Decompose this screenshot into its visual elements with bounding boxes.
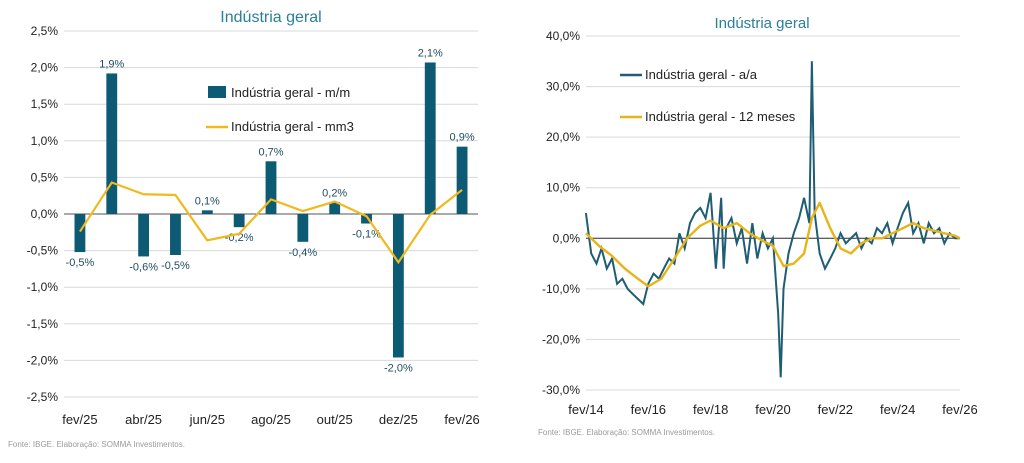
x-tick-label: fev/18 <box>693 402 728 417</box>
bar-data-label: 0,9% <box>450 132 475 144</box>
bar-mm <box>138 214 150 257</box>
bar-mm <box>392 214 404 358</box>
y-tick-label: -1,5% <box>27 317 59 331</box>
x-tick-label: jun/25 <box>189 412 225 427</box>
bar-mm <box>456 146 468 214</box>
bar-data-label: 2,1% <box>418 47 443 59</box>
x-tick-label: fev/24 <box>880 402 915 417</box>
y-tick-label: -30,0% <box>542 383 580 397</box>
bar-data-label: -2,0% <box>384 362 413 374</box>
y-tick-label: -1,0% <box>27 280 59 294</box>
bar-mm <box>329 202 341 214</box>
bar-mm <box>106 73 118 215</box>
x-tick-label: dez/25 <box>379 412 418 427</box>
y-tick-label: -20,0% <box>542 332 580 346</box>
y-tick-label: 1,0% <box>31 134 59 148</box>
legend-label-mm3: Indústria geral - mm3 <box>231 119 354 134</box>
x-tick-label: abr/25 <box>125 412 162 427</box>
y-tick-label: 40,0% <box>546 29 580 43</box>
bar-data-label: -0,4% <box>288 247 317 259</box>
y-tick-label: 30,0% <box>546 80 580 94</box>
bar-data-label: -0,1% <box>352 229 381 241</box>
y-tick-label: 0,0% <box>31 207 59 221</box>
y-tick-label: 20,0% <box>546 130 580 144</box>
legend-label-12-months: Indústria geral - 12 meses <box>645 109 796 124</box>
y-tick-label: 10,0% <box>546 181 580 195</box>
y-tick-label: 0,0% <box>553 231 581 245</box>
chart-title: Indústria geral <box>220 9 321 26</box>
x-tick-label: fev/20 <box>755 402 790 417</box>
bar-data-label: 1,9% <box>99 58 124 70</box>
left-source-note: Fonte: IBGE. Elaboração: SOMMA Investime… <box>8 440 185 449</box>
bar-data-label: -0,6% <box>129 261 158 273</box>
y-tick-label: -0,5% <box>27 244 59 258</box>
x-tick-label: ago/25 <box>251 412 291 427</box>
y-tick-label: 2,5% <box>31 24 59 38</box>
bar-data-label: 0,7% <box>258 146 283 158</box>
legend-label-yoy: Indústria geral - a/a <box>645 67 758 82</box>
left-chart-panel: Indústria geral -2,5% -2,0% -1,5% -1,0% -0,5%… <box>0 0 500 463</box>
y-tick-label: -10,0% <box>542 282 580 296</box>
x-tick-label: fev/22 <box>818 402 853 417</box>
y-tick-label: -2,5% <box>27 390 59 404</box>
bar-mm <box>265 161 277 214</box>
x-tick-label: fev/26 <box>444 412 479 427</box>
x-tick-label: fev/26 <box>942 402 977 417</box>
line-yoy <box>584 61 960 378</box>
bar-data-label: 0,2% <box>322 187 347 199</box>
bar-data-label: -0,5% <box>66 257 95 269</box>
right-chart: Indústria geral -30,0% -20,0% -10,0% 0,0% 10,… <box>542 15 978 417</box>
legend-label-mm: Indústria geral - m/m <box>231 85 350 100</box>
line-mm3 <box>79 181 463 265</box>
left-chart: Indústria geral -2,5% -2,0% -1,5% -1,0% -0,5%… <box>27 9 480 427</box>
x-tick-label: fev/14 <box>568 402 603 417</box>
bar-mm <box>170 214 181 255</box>
bar-data-label: -0,5% <box>161 260 190 272</box>
line-12-months <box>585 201 961 288</box>
right-source-note: Fonte: IBGE. Elaboração: SOMMA Investime… <box>538 428 715 437</box>
y-tick-label: -2,0% <box>27 353 59 367</box>
bar-mm <box>361 214 372 224</box>
bar-mm <box>74 214 86 253</box>
bar-mm <box>297 214 309 242</box>
chart-title: Indústria geral <box>714 15 809 32</box>
x-tick-label: fev/25 <box>62 412 97 427</box>
x-tick-label: out/25 <box>317 412 353 427</box>
bar-data-label: 0,1% <box>195 195 220 207</box>
bar-mm <box>201 210 213 214</box>
y-tick-label: 1,5% <box>31 97 59 111</box>
y-tick-label: 0,5% <box>31 170 59 184</box>
bar-mm <box>233 214 245 228</box>
y-tick-label: 2,0% <box>31 61 59 75</box>
x-tick-label: fev/16 <box>631 402 666 417</box>
legend-marker-mm <box>208 86 226 98</box>
right-chart-panel: Indústria geral -30,0% -20,0% -10,0% 0,0% 10,… <box>520 0 1024 463</box>
bar-mm <box>424 62 436 215</box>
